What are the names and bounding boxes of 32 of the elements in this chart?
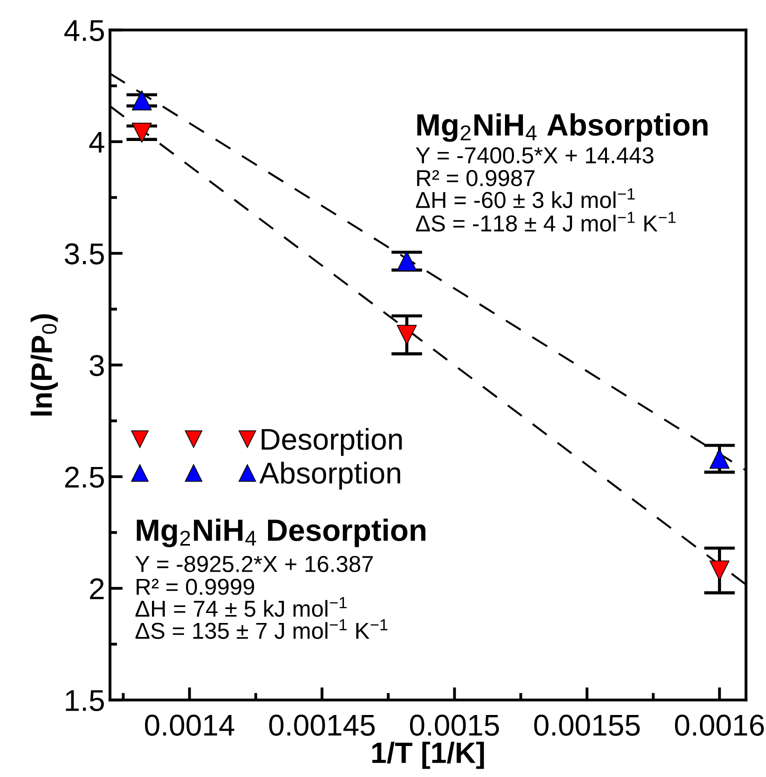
- x-tick-label: 0.0016: [675, 714, 764, 736]
- annotation: Y = -7400.5*X + 14.443: [416, 147, 654, 164]
- y-tick-label: 4: [89, 132, 104, 152]
- annotation: ΔS = 135 ± 7 J mol$^{−1}$ K$^{−1}$: [135, 619, 388, 639]
- annotation: ΔH = 74 ± 5 kJ mol$^{−1}$: [135, 597, 347, 617]
- y-axis-title: ln(P/P$_{0}$): [30, 314, 58, 416]
- annotation: Mg$_{2}$NiH$_{4}$ Absorption: [417, 113, 708, 142]
- annotation: ΔH = -60 ± 3 kJ mol$^{−1}$: [416, 188, 635, 208]
- x-tick-label: 0.00155: [534, 714, 640, 736]
- annotation: ΔS = -118 ± 4 J mol$^{−1}$ K$^{−1}$: [416, 212, 676, 232]
- y-tick-label: 3: [90, 354, 104, 376]
- point: [396, 324, 417, 345]
- point: [396, 251, 417, 272]
- y-tick-label: 4.5: [64, 20, 104, 42]
- annotation: R² = 0.9987: [417, 170, 535, 186]
- x-axis-title: 1/T [1/K]: [372, 742, 484, 769]
- point: [710, 448, 730, 469]
- x-tick-label: 0.0015: [410, 714, 499, 736]
- x-tick-label: 0.0014: [145, 714, 234, 736]
- y-tick-label: 1.5: [66, 690, 104, 712]
- point: [132, 122, 152, 143]
- point: [132, 90, 152, 110]
- annotation: R² = 0.9999: [136, 578, 254, 595]
- legend-label: Desorption: [262, 428, 402, 456]
- y-tick-label: 3.5: [64, 243, 104, 264]
- y-tick-label: 2: [90, 578, 104, 600]
- legend-label: Absorption: [259, 462, 400, 490]
- annotation: Mg$_{2}$NiH$_{4}$ Desorption: [136, 518, 426, 548]
- point: [710, 560, 730, 580]
- annotation: Y = -8925.2*X + 16.387: [135, 556, 373, 572]
- x-tick-label: 0.00145: [269, 714, 375, 736]
- y-tick-label: 2.5: [65, 466, 104, 488]
